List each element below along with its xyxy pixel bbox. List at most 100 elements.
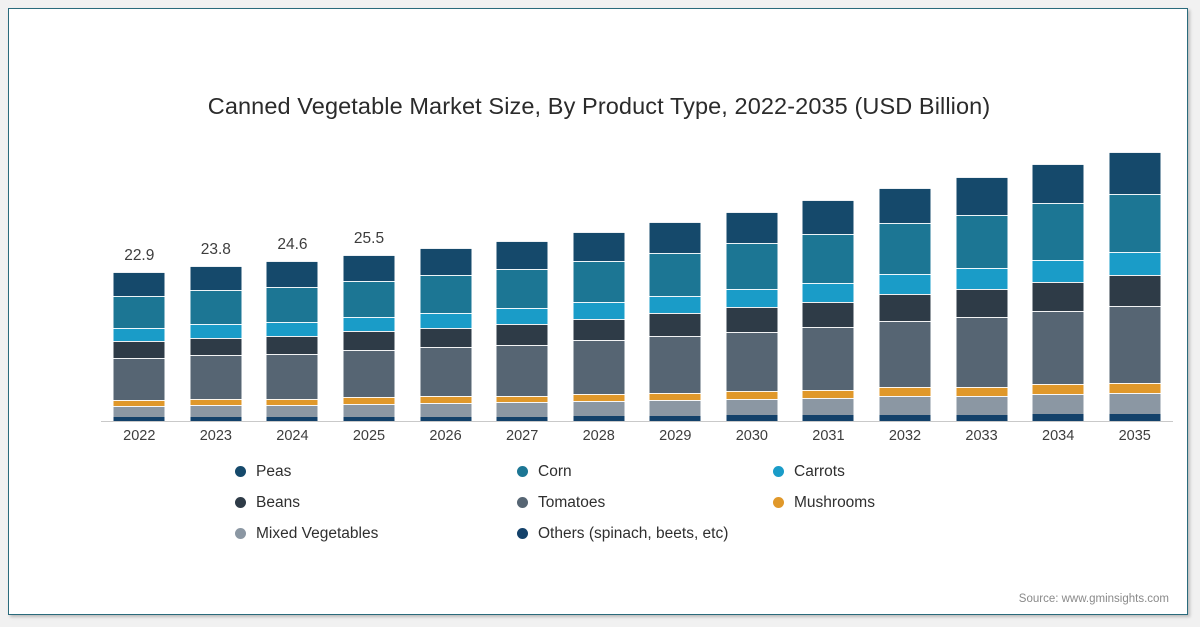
bar-segment[interactable] [190, 355, 242, 400]
bar-segment[interactable] [956, 289, 1008, 318]
bar-segment[interactable] [1109, 152, 1161, 194]
stacked-bar[interactable] [649, 222, 701, 422]
bar-segment[interactable] [190, 337, 242, 356]
bar-segment[interactable] [1109, 193, 1161, 253]
bar-segment[interactable] [1032, 259, 1084, 282]
bar-segment[interactable] [496, 344, 548, 396]
bar-segment[interactable] [113, 327, 165, 341]
bar-segment[interactable] [649, 222, 701, 254]
bar-segment[interactable] [420, 327, 472, 348]
bar-segment[interactable] [343, 403, 395, 417]
legend-item[interactable]: Others (spinach, beets, etc) [517, 525, 773, 543]
bar-segment[interactable] [420, 403, 472, 417]
legend-item[interactable]: Mixed Vegetables [235, 525, 517, 543]
bar-segment[interactable] [420, 312, 472, 328]
bar-segment[interactable] [1032, 393, 1084, 415]
bar-segment[interactable] [573, 340, 625, 394]
bar-segment[interactable] [802, 415, 854, 422]
stacked-bar[interactable] [266, 260, 318, 422]
bar-segment[interactable] [802, 301, 854, 328]
bar-segment[interactable] [343, 316, 395, 331]
bar-segment[interactable] [649, 392, 701, 401]
bar-segment[interactable] [190, 399, 242, 405]
bar-segment[interactable] [113, 417, 165, 422]
bar-segment[interactable] [1109, 275, 1161, 307]
bar-segment[interactable] [190, 290, 242, 324]
bar-segment[interactable] [802, 282, 854, 302]
bar-segment[interactable] [879, 396, 931, 415]
stacked-bar[interactable] [802, 200, 854, 422]
bar-segment[interactable] [956, 317, 1008, 387]
bar-segment[interactable] [1032, 203, 1084, 260]
bar-segment[interactable] [266, 321, 318, 336]
bar-segment[interactable] [1109, 393, 1161, 415]
bar-segment[interactable] [1109, 414, 1161, 422]
bar-segment[interactable] [726, 415, 778, 422]
bar-segment[interactable] [726, 399, 778, 416]
legend-item[interactable]: Mushrooms [773, 494, 875, 512]
bar-segment[interactable] [420, 396, 472, 404]
bar-segment[interactable] [1032, 384, 1084, 394]
bar-segment[interactable] [956, 414, 1008, 422]
stacked-bar[interactable] [956, 176, 1008, 422]
bar-segment[interactable] [879, 274, 931, 295]
bar-segment[interactable] [649, 253, 701, 297]
bar-segment[interactable] [649, 416, 701, 422]
bar-segment[interactable] [113, 357, 165, 400]
bar-segment[interactable] [266, 287, 318, 322]
stacked-bar[interactable] [573, 232, 625, 422]
legend-item[interactable]: Peas [235, 463, 517, 481]
stacked-bar[interactable] [879, 188, 931, 422]
bar-segment[interactable] [190, 323, 242, 338]
bar-segment[interactable] [879, 387, 931, 397]
stacked-bar[interactable] [1109, 152, 1161, 422]
bar-segment[interactable] [956, 176, 1008, 215]
bar-segment[interactable] [573, 401, 625, 417]
bar-segment[interactable] [266, 404, 318, 418]
bar-segment[interactable] [726, 211, 778, 244]
bar-segment[interactable] [266, 417, 318, 422]
bar-segment[interactable] [1109, 382, 1161, 394]
bar-segment[interactable] [420, 416, 472, 422]
legend-item[interactable]: Beans [235, 494, 517, 512]
bar-segment[interactable] [1032, 164, 1084, 204]
stacked-bar[interactable] [1032, 164, 1084, 422]
legend-item[interactable]: Carrots [773, 463, 845, 481]
bar-segment[interactable] [573, 260, 625, 303]
bar-segment[interactable] [343, 331, 395, 350]
bar-segment[interactable] [113, 405, 165, 418]
bar-segment[interactable] [496, 240, 548, 269]
bar-segment[interactable] [573, 416, 625, 422]
bar-segment[interactable] [190, 417, 242, 422]
bar-segment[interactable] [113, 399, 165, 406]
bar-segment[interactable] [496, 308, 548, 324]
bar-segment[interactable] [1109, 306, 1161, 383]
bar-segment[interactable] [496, 323, 548, 345]
bar-segment[interactable] [1032, 311, 1084, 385]
legend-item[interactable]: Corn [517, 463, 773, 481]
bar-segment[interactable] [113, 272, 165, 296]
bar-segment[interactable] [956, 386, 1008, 396]
bar-segment[interactable] [879, 414, 931, 422]
stacked-bar[interactable] [420, 247, 472, 422]
bar-segment[interactable] [113, 295, 165, 328]
bar-segment[interactable] [266, 353, 318, 400]
bar-segment[interactable] [879, 321, 931, 388]
bar-segment[interactable] [266, 335, 318, 354]
bar-segment[interactable] [573, 393, 625, 402]
bar-segment[interactable] [649, 313, 701, 337]
bar-segment[interactable] [496, 402, 548, 417]
bar-segment[interactable] [802, 398, 854, 416]
bar-segment[interactable] [726, 391, 778, 400]
bar-segment[interactable] [343, 416, 395, 422]
bar-segment[interactable] [649, 296, 701, 314]
bar-segment[interactable] [956, 395, 1008, 415]
bar-segment[interactable] [343, 349, 395, 398]
bar-segment[interactable] [726, 307, 778, 332]
bar-segment[interactable] [802, 234, 854, 283]
bar-segment[interactable] [956, 268, 1008, 290]
bar-segment[interactable] [420, 247, 472, 275]
bar-segment[interactable] [956, 214, 1008, 269]
bar-segment[interactable] [113, 340, 165, 358]
bar-segment[interactable] [879, 188, 931, 223]
